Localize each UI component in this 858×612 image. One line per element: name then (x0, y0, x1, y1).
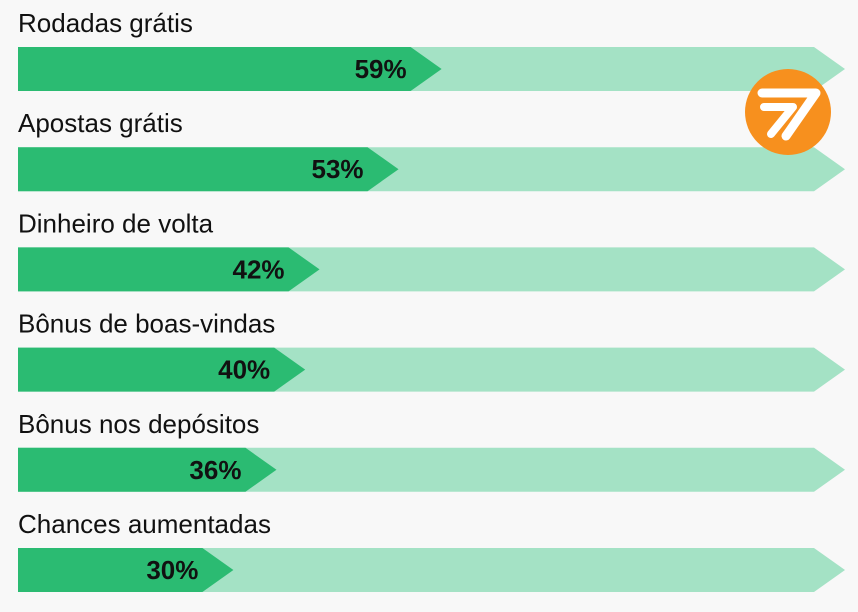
value-label: 40% (218, 355, 270, 385)
bar-row: Apostas grátis 53% (18, 108, 845, 192)
category-label: Bônus de boas-vindas (18, 309, 275, 339)
bar-row: Bônus de boas-vindas 40% (18, 309, 845, 392)
bar-row: Chances aumentadas 30% (18, 509, 845, 592)
value-label: 42% (233, 254, 285, 284)
bar-row: Bônus nos depósitos 36% (18, 409, 845, 492)
bar (18, 47, 442, 91)
bar (18, 347, 306, 392)
category-label: Rodadas grátis (18, 8, 193, 38)
category-label: Dinheiro de volta (18, 208, 214, 238)
value-label: 53% (311, 154, 363, 184)
bar (18, 247, 320, 292)
category-label: Chances aumentadas (18, 509, 271, 539)
brand-logo-icon (745, 69, 831, 155)
value-label: 30% (146, 555, 198, 585)
bar (18, 548, 234, 592)
value-label: 59% (355, 54, 407, 84)
bar-row: Dinheiro de volta 42% (18, 208, 845, 292)
category-label: Bônus nos depósitos (18, 409, 259, 439)
category-label: Apostas grátis (18, 108, 183, 138)
bar-track (18, 548, 845, 592)
bar (18, 447, 277, 492)
bar-row: Rodadas grátis 59% (18, 8, 845, 91)
bar-rows: Rodadas grátis 59% Apostas grátis 53% Dinhei… (18, 8, 845, 592)
value-label: 36% (189, 455, 241, 485)
bar (18, 147, 399, 192)
